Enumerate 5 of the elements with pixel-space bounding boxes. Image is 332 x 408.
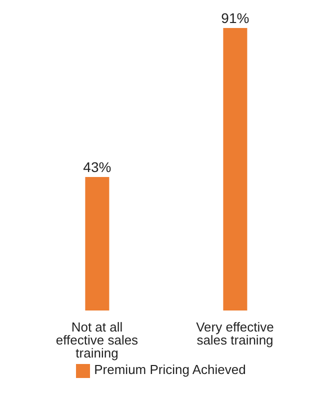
x-tick-label: Very effective sales training: [196, 320, 274, 348]
legend-label: Premium Pricing Achieved: [94, 362, 246, 378]
data-label: 91%: [221, 10, 250, 26]
x-tick-label: Not at all effective sales training: [56, 320, 139, 361]
data-label: 43%: [83, 158, 112, 175]
